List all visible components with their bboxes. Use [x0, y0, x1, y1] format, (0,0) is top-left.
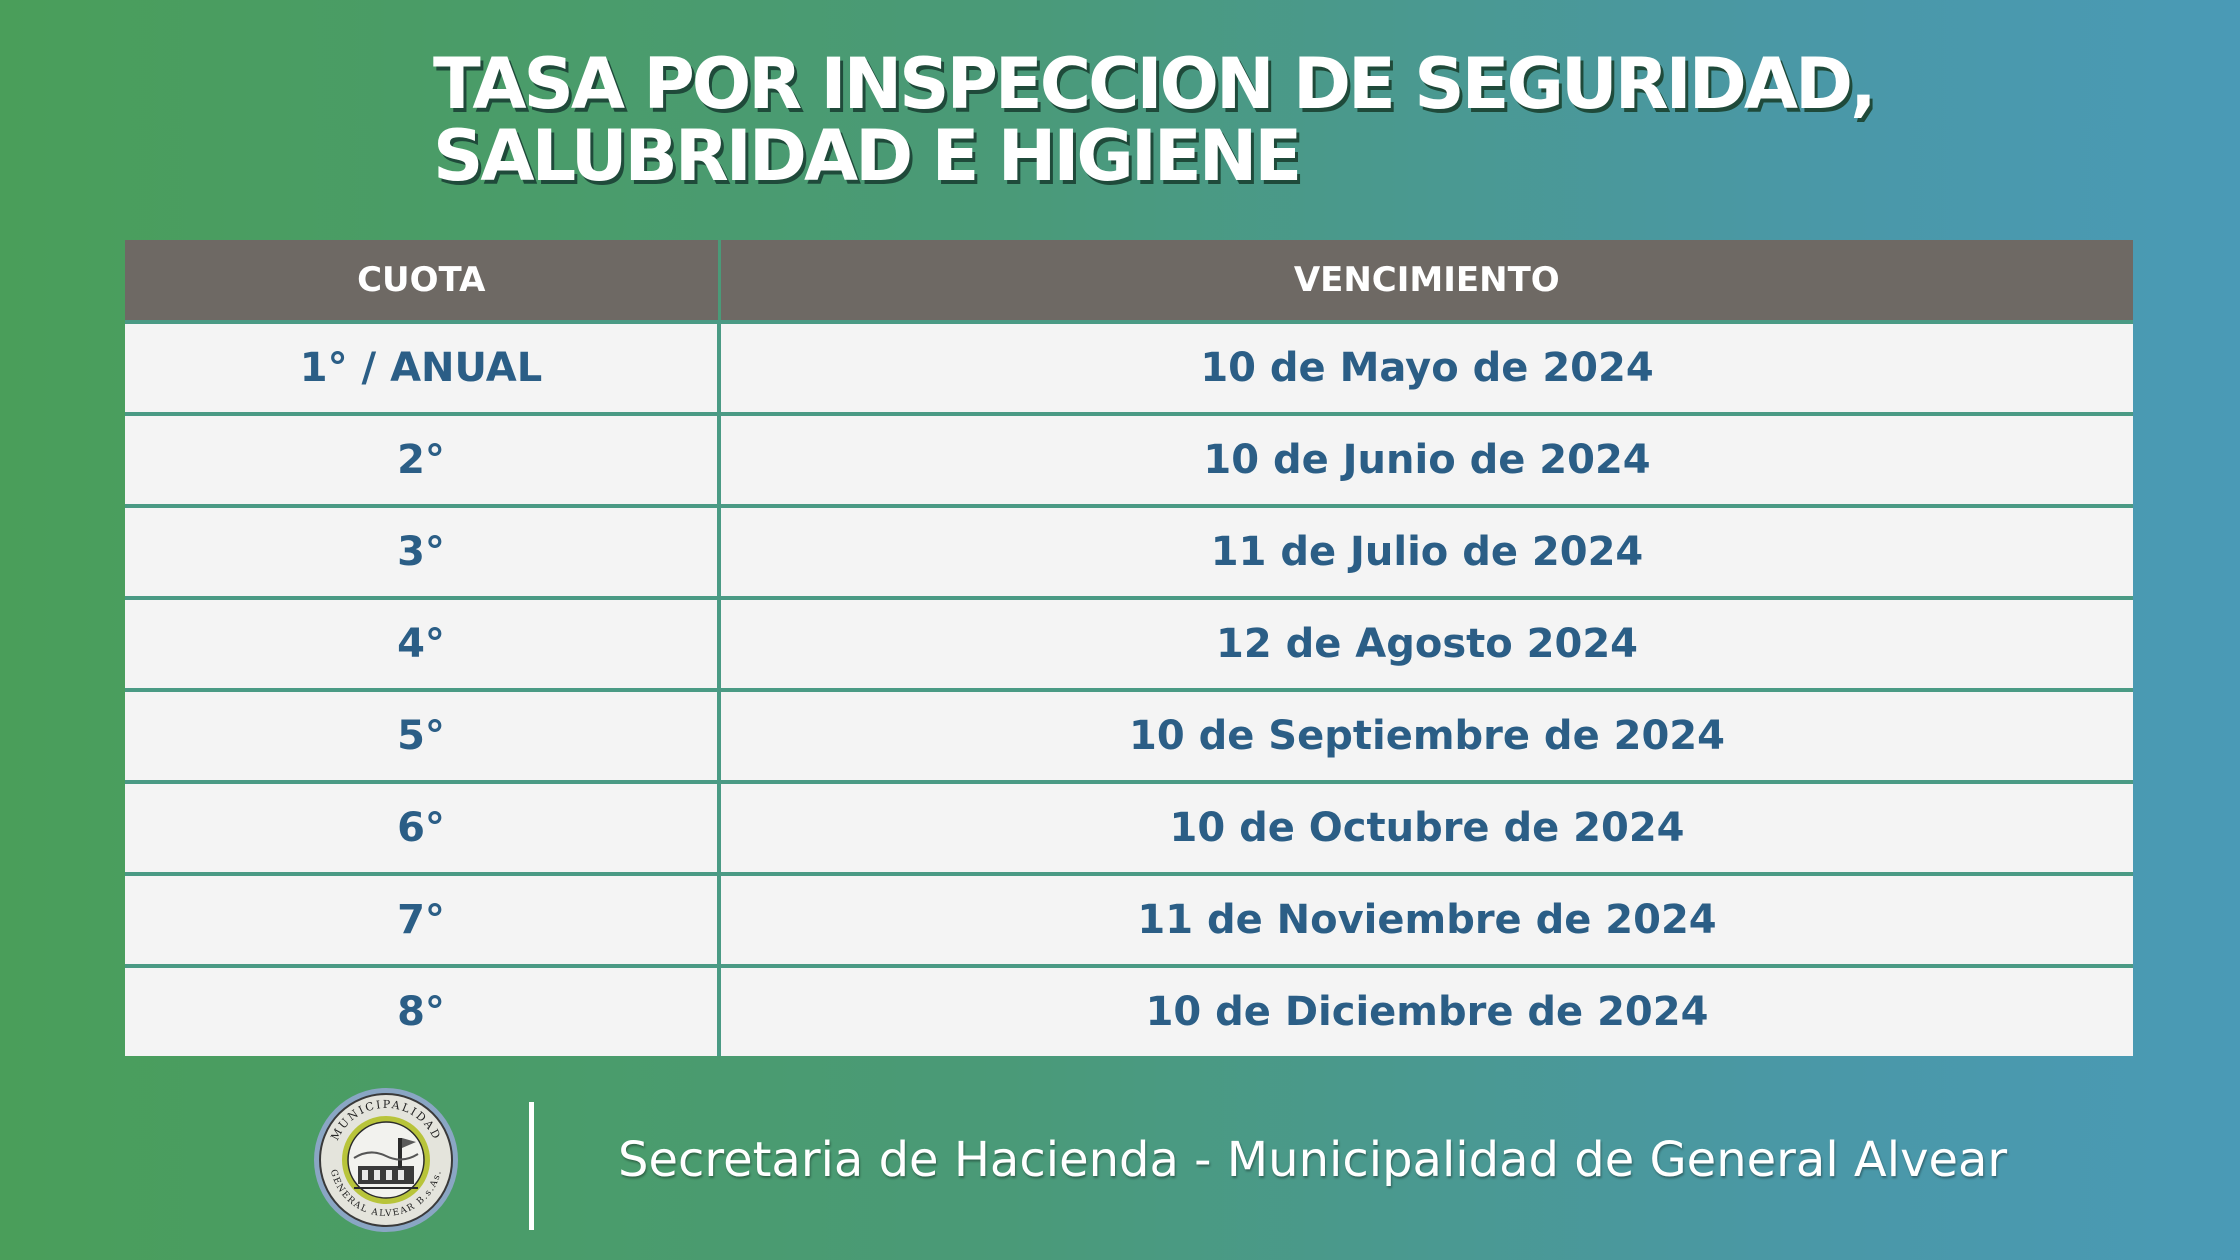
seal-window-icon — [386, 1170, 392, 1180]
vencimiento-cell: 10 de Septiembre de 2024 — [719, 688, 2133, 782]
cuota-cell: 1° / ANUAL — [125, 320, 721, 414]
table-row: 1° / ANUAL 10 de Mayo de 2024 — [125, 320, 2133, 414]
vencimiento-cell: 10 de Junio de 2024 — [719, 412, 2133, 506]
page-title-line-1: TASA POR INSPECCION DE SEGURIDAD, — [433, 43, 1877, 125]
seal-window-icon — [398, 1170, 404, 1180]
cuota-cell: 7° — [125, 872, 721, 966]
cuota-cell: 6° — [125, 780, 721, 874]
table-row: 8° 10 de Diciembre de 2024 — [125, 964, 2133, 1056]
cuota-cell: 3° — [125, 504, 721, 598]
table-row: 2° 10 de Junio de 2024 — [125, 412, 2133, 506]
table-row: 7° 11 de Noviembre de 2024 — [125, 872, 2133, 966]
vencimiento-cell: 10 de Diciembre de 2024 — [719, 964, 2133, 1056]
table-row: 6° 10 de Octubre de 2024 — [125, 780, 2133, 874]
page-title: TASA POR INSPECCION DE SEGURIDAD, SALUBR… — [433, 48, 1993, 192]
table-row: 3° 11 de Julio de 2024 — [125, 504, 2133, 598]
vencimiento-cell: 10 de Octubre de 2024 — [719, 780, 2133, 874]
vencimiento-cell: 11 de Noviembre de 2024 — [719, 872, 2133, 966]
seal-flag-icon — [402, 1138, 416, 1148]
seal-window-icon — [374, 1170, 380, 1180]
footer-text: Secretaria de Hacienda - Municipalidad d… — [618, 1132, 2008, 1188]
municipal-seal-icon: MUNICIPALIDAD GENERAL ALVEAR B.s.As. — [314, 1088, 458, 1232]
page-title-line-2: SALUBRIDAD E HIGIENE — [433, 115, 1302, 197]
column-header-cuota: CUOTA — [125, 240, 721, 322]
seal-center — [347, 1121, 425, 1199]
vencimiento-cell: 10 de Mayo de 2024 — [719, 320, 2133, 414]
vencimiento-cell: 12 de Agosto 2024 — [719, 596, 2133, 690]
cuota-cell: 5° — [125, 688, 721, 782]
table-row: 4° 12 de Agosto 2024 — [125, 596, 2133, 690]
table-row: 5° 10 de Septiembre de 2024 — [125, 688, 2133, 782]
column-header-vencimiento: VENCIMIENTO — [719, 240, 2133, 322]
due-dates-table: CUOTA VENCIMIENTO 1° / ANUAL 10 de Mayo … — [125, 240, 2133, 1056]
table-header-row: CUOTA VENCIMIENTO — [125, 240, 2133, 322]
seal-window-icon — [362, 1170, 368, 1180]
cuota-cell: 4° — [125, 596, 721, 690]
footer-divider — [529, 1102, 534, 1230]
cuota-cell: 8° — [125, 964, 721, 1056]
cuota-cell: 2° — [125, 412, 721, 506]
vencimiento-cell: 11 de Julio de 2024 — [719, 504, 2133, 598]
seal-sky-lines — [353, 1151, 419, 1161]
seal-mast-icon — [398, 1138, 402, 1168]
